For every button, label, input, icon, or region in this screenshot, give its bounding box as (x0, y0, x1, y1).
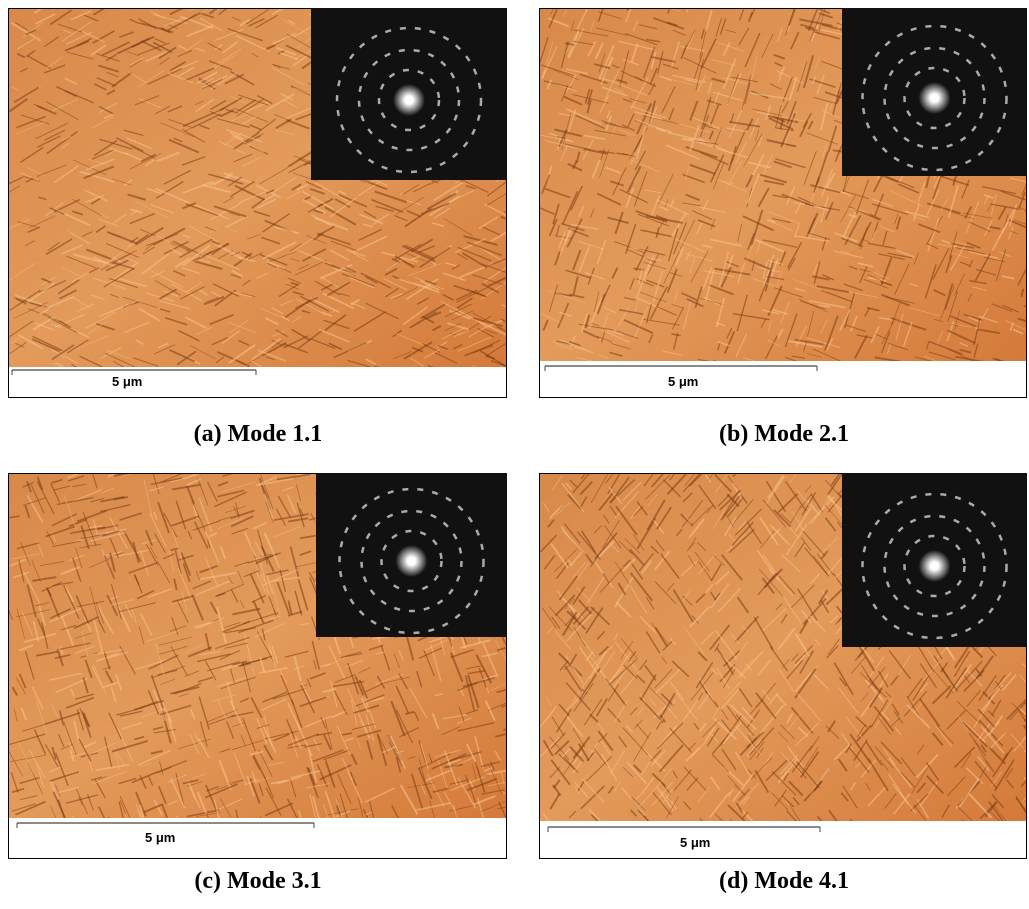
panel: 5 μm (540, 0, 1029, 397)
lath (894, 0, 901, 8)
lath (506, 248, 515, 253)
lath (1010, 447, 1027, 474)
central-spot (919, 82, 951, 114)
figure: 5 μm (a) Mode 1.1 5 μm (b) Mode 2.1 5 μm (c) … (0, 0, 1029, 909)
central-spot (393, 84, 425, 116)
lath (506, 277, 530, 287)
central-spot (919, 550, 951, 582)
scale-label: 5 μm (668, 374, 698, 389)
diffraction-inset (311, 8, 507, 180)
panel: 5 μm (8, 462, 536, 858)
scale-label: 5 μm (680, 835, 710, 850)
scale-label: 5 μm (145, 830, 175, 845)
lath (504, 101, 528, 108)
panels: 5 μm (a) Mode 1.1 5 μm (b) Mode 2.1 5 μm (c) … (8, 0, 1029, 894)
panel-caption: (c) Mode 3.1 (194, 868, 321, 894)
lath (505, 87, 533, 100)
diffraction-inset (316, 473, 507, 637)
central-spot (396, 545, 428, 577)
scale-label: 5 μm (112, 374, 142, 389)
lath (834, 0, 848, 9)
panel: 5 μm (8, 0, 540, 398)
panel-caption: (a) Mode 1.1 (194, 421, 323, 447)
panel: 5 μm (539, 447, 1029, 859)
lath (369, 0, 390, 8)
diffraction-inset (842, 8, 1027, 176)
lath (503, 591, 537, 598)
lath (756, 460, 767, 473)
lath (878, 0, 893, 8)
panel-caption: (d) Mode 4.1 (719, 868, 849, 894)
lath (468, 4, 475, 8)
lath (505, 147, 541, 159)
panel-caption: (b) Mode 2.1 (719, 421, 849, 447)
lath (504, 4, 533, 22)
diffraction-inset (842, 473, 1027, 647)
lath (505, 697, 521, 700)
